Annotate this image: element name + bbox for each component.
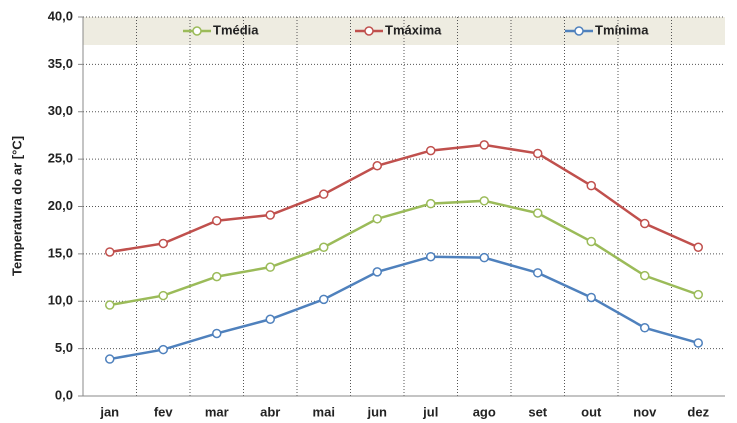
x-tick-label: jun <box>367 404 388 419</box>
point <box>693 289 703 300</box>
point <box>372 214 382 224</box>
point <box>158 290 168 301</box>
x-tick-label: jul <box>422 404 438 419</box>
series-line <box>109 143 699 254</box>
point <box>426 251 436 262</box>
x-tick-label: dez <box>687 404 709 419</box>
point <box>265 210 275 220</box>
point <box>265 262 275 272</box>
point <box>212 271 222 282</box>
point <box>372 267 382 277</box>
x-tick-label: fev <box>154 404 174 419</box>
point <box>426 145 436 156</box>
point <box>533 148 543 159</box>
point <box>640 270 650 281</box>
x-tick-label: mai <box>313 404 335 419</box>
x-tick-label: abr <box>260 404 280 419</box>
point <box>426 198 436 209</box>
point <box>372 161 382 171</box>
y-tick-label: 5,0 <box>55 340 73 355</box>
point <box>640 323 650 333</box>
point <box>479 140 489 150</box>
point <box>319 189 329 199</box>
series-line <box>109 255 699 361</box>
point <box>212 328 222 339</box>
point <box>693 242 703 252</box>
point <box>158 344 168 355</box>
point <box>586 236 596 247</box>
point <box>105 354 115 364</box>
x-tick-label: mar <box>205 404 229 419</box>
y-axis-label: Temperatura do ar [°C] <box>9 136 24 276</box>
legend-label: Tmáxima <box>385 22 442 37</box>
legend-marker <box>192 26 202 36</box>
x-tick-label: nov <box>633 404 657 419</box>
point <box>586 292 596 303</box>
legend-marker <box>364 26 374 36</box>
point <box>533 268 543 278</box>
point <box>479 252 489 263</box>
point <box>158 238 168 249</box>
point <box>105 247 115 257</box>
point <box>533 208 543 218</box>
x-tick-label: ago <box>473 404 496 419</box>
point <box>640 218 650 229</box>
legend-label: Tmédia <box>213 22 259 37</box>
point <box>212 215 222 226</box>
y-tick-label: 20,0 <box>48 198 73 213</box>
point <box>586 180 596 191</box>
x-tick-label: jan <box>99 404 119 419</box>
y-tick-label: 0,0 <box>55 387 73 402</box>
y-tick-label: 15,0 <box>48 245 73 260</box>
point <box>105 300 115 310</box>
y-tick-label: 30,0 <box>48 103 73 118</box>
y-tick-label: 35,0 <box>48 56 73 71</box>
y-tick-label: 40,0 <box>48 8 73 23</box>
legend-label: Tmínima <box>595 22 649 37</box>
series-line <box>109 199 699 307</box>
point <box>265 314 275 325</box>
point <box>319 242 329 252</box>
point <box>693 338 703 348</box>
x-tick-label: out <box>581 404 602 419</box>
y-tick-label: 25,0 <box>48 151 73 166</box>
point <box>479 196 489 206</box>
point <box>319 294 329 305</box>
y-tick-label: 10,0 <box>48 293 73 308</box>
legend-marker <box>574 26 584 36</box>
x-tick-label: set <box>528 404 547 419</box>
